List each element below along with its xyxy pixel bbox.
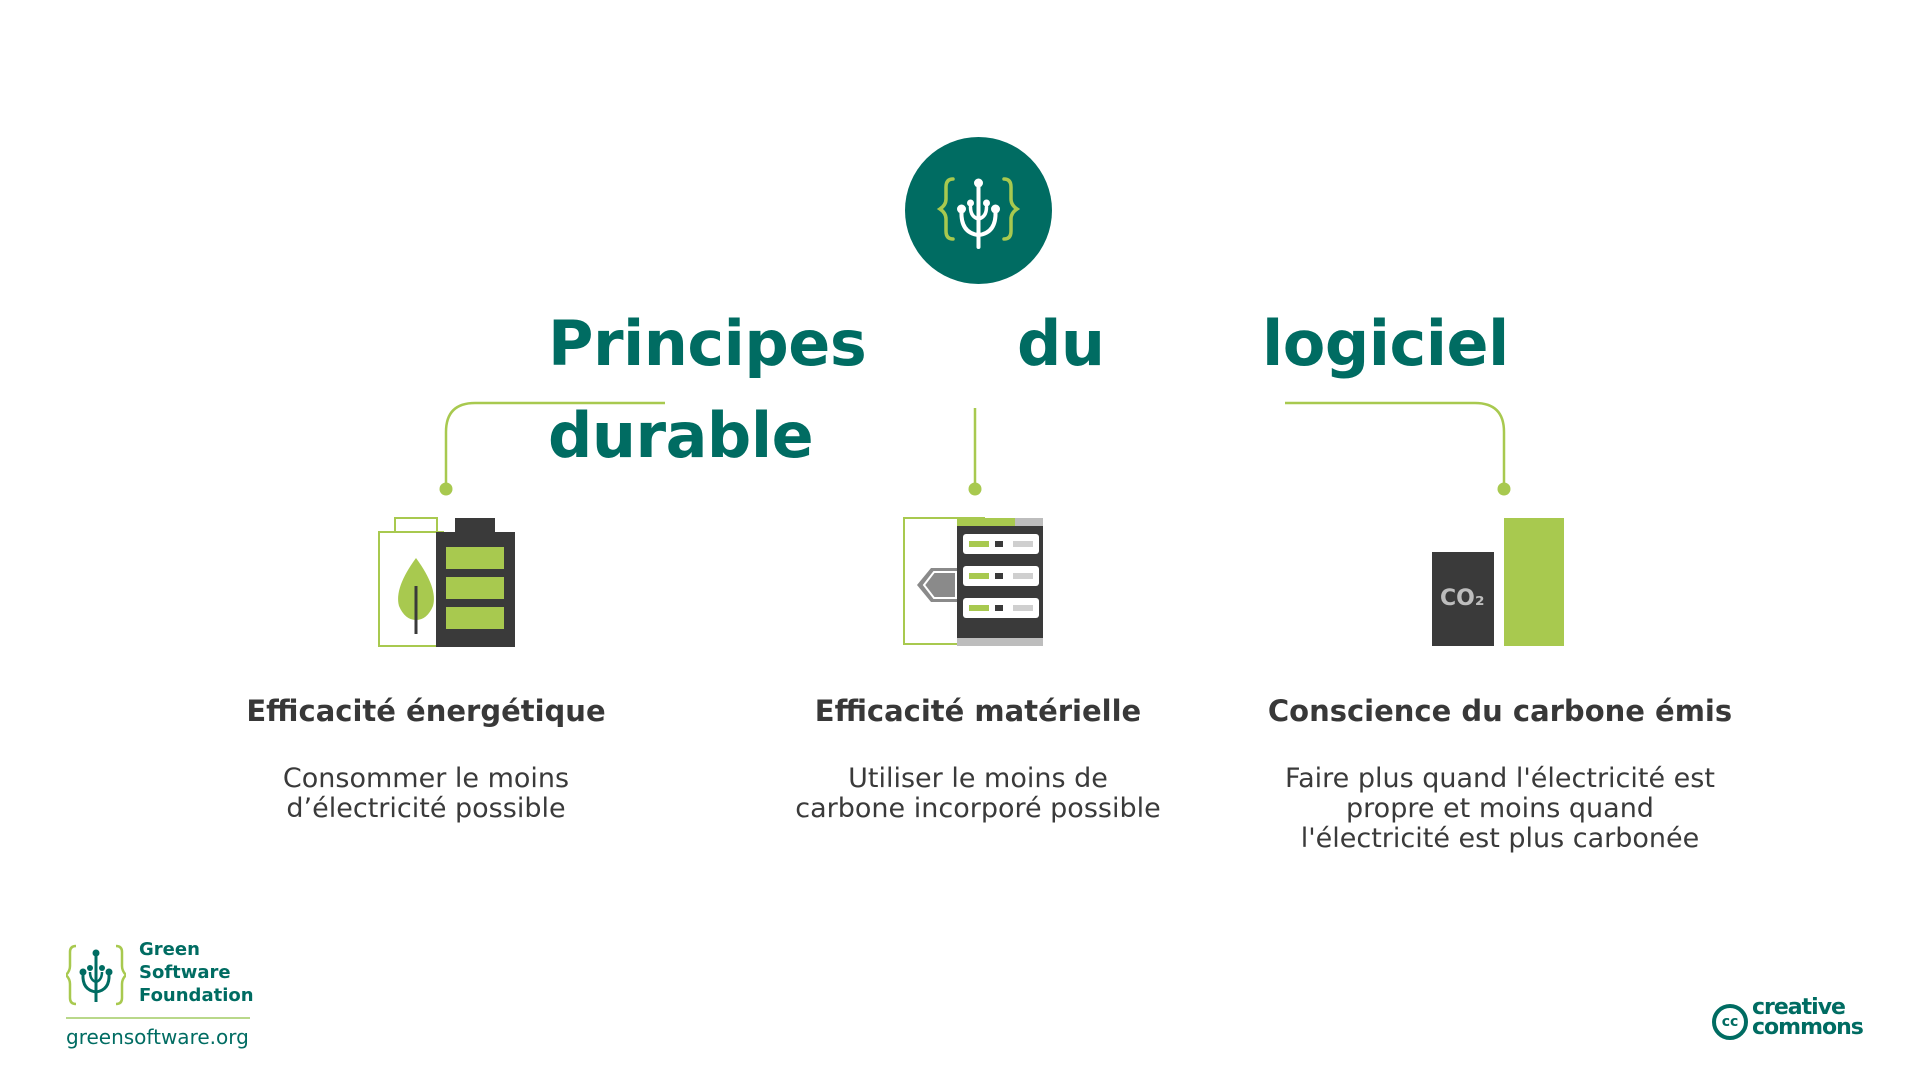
co2-label: CO₂ [1440, 586, 1484, 611]
title-word-principes: Principes [548, 307, 867, 380]
pillar-desc-carbon: Faire plus quand l'électricité est propr… [1285, 763, 1715, 854]
title-word-logiciel: logiciel [1262, 307, 1509, 380]
pillar-desc-hardware: Utiliser le moins de carbone incorporé p… [795, 763, 1161, 824]
battery-leaf-icon [378, 517, 515, 647]
pillar-title-hardware: Efficacité matérielle [814, 694, 1142, 728]
creative-commons-icon: cc [1712, 1004, 1748, 1040]
pillar-desc-energy: Consommer le moins d’électricité possibl… [282, 763, 570, 824]
pillar-title-carbon: Conscience du carbone émis [1267, 694, 1733, 728]
gsf-org-name: Green Software Foundation [139, 939, 254, 1006]
title-word-du: du [1017, 307, 1105, 380]
creative-commons-text: creative commons [1752, 995, 1864, 1040]
sprout-icon [936, 177, 1021, 249]
pillar-title-energy: Efficacité énergétique [246, 694, 606, 728]
footer-divider [66, 1017, 250, 1019]
title-word-durable: durable [548, 399, 814, 472]
gsf-small-logo-icon [66, 944, 126, 1006]
gsf-logo-circle [905, 137, 1052, 284]
co2-bars-icon: CO₂ [1432, 518, 1564, 646]
gsf-website-link[interactable]: greensoftware.org [66, 1025, 249, 1049]
server-rack-icon [903, 517, 1043, 646]
